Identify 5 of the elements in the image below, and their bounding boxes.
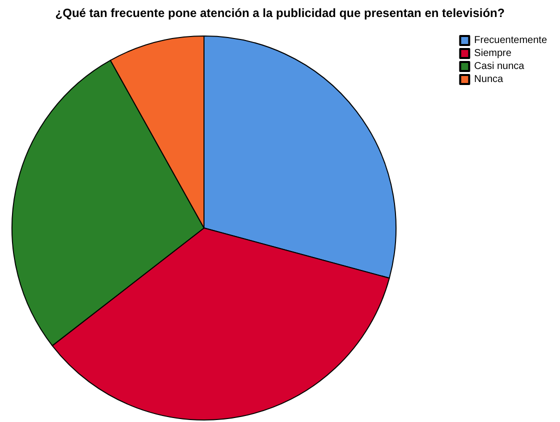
legend-label: Nunca <box>474 74 504 85</box>
chart-title: ¿Qué tan frecuente pone atención a la publicidad que presentan en televisión? <box>55 6 505 20</box>
legend-label: Siempre <box>474 48 512 59</box>
legend-label: Casi nunca <box>474 61 525 72</box>
legend-label: Frecuentemente <box>474 35 548 46</box>
